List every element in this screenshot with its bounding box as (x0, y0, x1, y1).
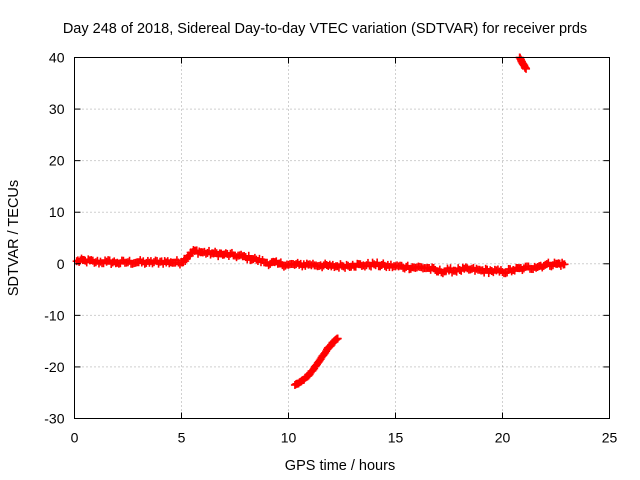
x-tick-label: 25 (602, 430, 618, 446)
x-tick-label: 10 (281, 430, 297, 446)
y-tick-label: 20 (49, 153, 65, 169)
data-point (333, 334, 342, 343)
x-tick-label: 0 (71, 430, 79, 446)
data-point (211, 247, 220, 256)
y-tick-label: -30 (44, 411, 64, 427)
y-tick-label: 40 (49, 50, 65, 66)
y-axis-label: SDTVAR / TECUs (6, 180, 22, 296)
y-tick-label: 30 (49, 101, 65, 117)
y-tick-label: 0 (57, 256, 65, 272)
x-tick-label: 20 (495, 430, 511, 446)
x-axis-label: GPS time / hours (285, 458, 395, 474)
data-point (560, 260, 569, 269)
x-tick-label: 15 (388, 430, 404, 446)
data-point (522, 64, 531, 73)
chart-title: Day 248 of 2018, Sidereal Day-to-day VTE… (63, 21, 587, 37)
y-tick-label: 10 (49, 204, 65, 220)
plot-frame (74, 57, 610, 419)
grid-layer (74, 57, 610, 419)
points-layer (72, 53, 569, 389)
data-point (481, 264, 490, 273)
x-tick-label: 5 (178, 430, 186, 446)
tick-layer: 0 5 10 15 20 25 -30 -20 -10 0 10 20 30 40 (44, 50, 617, 446)
y-tick-label: -20 (44, 359, 64, 375)
y-tick-label: -10 (44, 307, 64, 323)
